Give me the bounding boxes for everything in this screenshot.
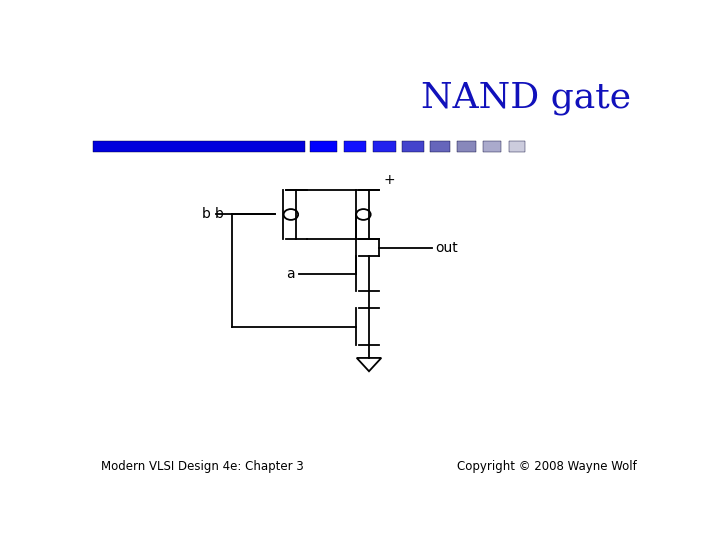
Bar	[457, 141, 476, 152]
Bar	[508, 141, 526, 152]
Text: out: out	[435, 241, 458, 255]
Bar	[93, 141, 305, 152]
Bar	[310, 141, 337, 152]
Bar	[344, 141, 366, 152]
Bar	[402, 141, 423, 152]
Text: NAND gate: NAND gate	[421, 82, 631, 116]
Text: a: a	[286, 267, 294, 281]
Bar	[483, 141, 500, 152]
Text: Modern VLSI Design 4e: Chapter 3: Modern VLSI Design 4e: Chapter 3	[101, 460, 304, 473]
Bar	[431, 141, 451, 152]
Bar	[374, 141, 396, 152]
Text: +: +	[384, 173, 395, 187]
Text: b: b	[215, 207, 224, 221]
Text: Copyright © 2008 Wayne Wolf: Copyright © 2008 Wayne Wolf	[457, 460, 637, 473]
Text: b: b	[202, 207, 211, 221]
